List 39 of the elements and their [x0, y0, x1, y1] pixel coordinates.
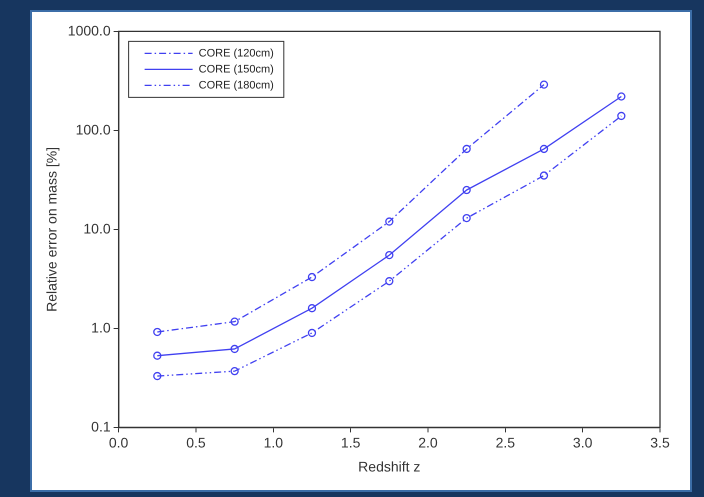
x-tick-label: 0.5 — [186, 434, 206, 451]
point — [153, 372, 162, 380]
x-tick-label: 2.0 — [418, 434, 438, 451]
y-tick-label: 0.1 — [91, 418, 111, 434]
point — [385, 217, 394, 226]
point — [540, 171, 548, 180]
point — [308, 328, 316, 338]
x-tick-label: 3.5 — [650, 434, 670, 451]
y-tick-label: 10.0 — [83, 220, 111, 236]
legend-label: CORE (150cm) — [198, 63, 274, 76]
legend-label: CORE (120cm) — [198, 47, 274, 60]
y-tick-label: 100.0 — [76, 121, 111, 138]
point — [308, 272, 316, 282]
x-tick-label: 0.0 — [108, 434, 129, 451]
x-tick-label: 2.5 — [496, 434, 516, 451]
point — [230, 344, 239, 354]
x-axis-title: Redshift z — [358, 458, 420, 474]
point — [462, 214, 471, 222]
y-tick-label: 1.0 — [91, 319, 111, 336]
x-tick-label: 3.0 — [572, 434, 593, 451]
point — [385, 250, 394, 260]
point — [308, 304, 316, 312]
x-tick-label: 1.5 — [340, 434, 361, 451]
y-axis-title: Relative error on mass [%] — [43, 146, 60, 312]
panel-frame: Redshift z Relative error on mass [%] 0.0 0.5 1.0 1.5 2.0 2.5 3.0 3.5 0.1 1.0 10.0 100.0 1000.0 CORE (120cm) CORE (150cm) CORE (180cm) — [30, 10, 692, 492]
point — [462, 186, 471, 194]
x-tick-label: 1.0 — [264, 434, 284, 451]
point — [153, 352, 162, 360]
point — [540, 144, 548, 154]
point — [153, 328, 162, 336]
point — [617, 92, 626, 101]
point — [462, 144, 471, 154]
point — [540, 80, 548, 89]
legend-label: CORE (180cm) — [198, 79, 274, 92]
point — [230, 367, 239, 376]
point — [617, 112, 626, 120]
point — [385, 277, 394, 286]
y-tick-label: 1000.0 — [68, 22, 111, 38]
point — [230, 318, 239, 326]
